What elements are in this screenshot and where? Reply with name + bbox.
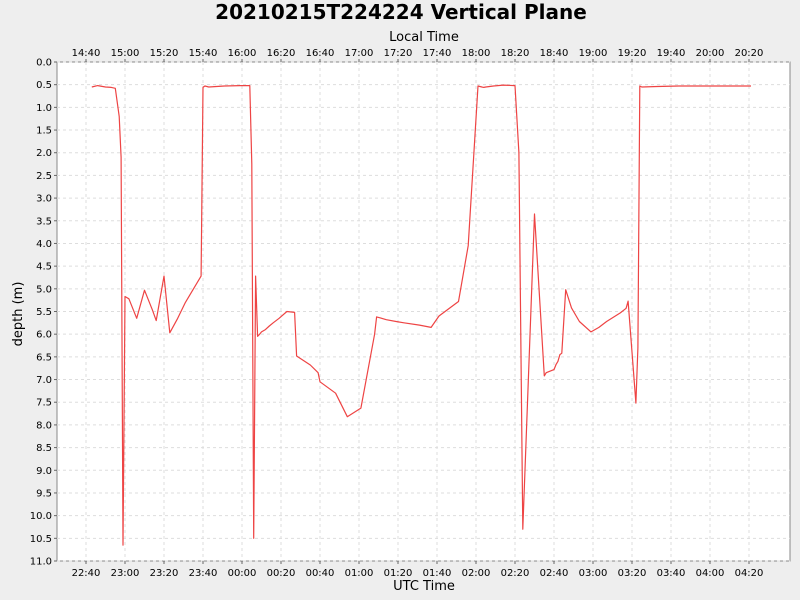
chart-title: 20210215T224224 Vertical Plane [215,0,587,24]
x2-tick-label: 15:20 [150,48,179,59]
x2-tick-label: 15:00 [111,48,140,59]
x2-tick-label: 14:40 [72,48,101,59]
y-tick-label: 11.0 [30,557,52,568]
x-tick-label: 03:20 [618,568,647,579]
x-axis-label: UTC Time [393,579,455,594]
x2-tick-label: 20:20 [735,48,764,59]
y-tick-label: 7.5 [36,398,52,409]
y-tick-label: 7.0 [36,375,52,386]
x2-tick-label: 16:20 [267,48,296,59]
x-tick-label: 00:40 [306,568,335,579]
x2-tick-label: 19:00 [579,48,608,59]
x2-tick-label: 19:40 [657,48,686,59]
x-tick-label: 04:00 [696,568,725,579]
x-tick-label: 01:40 [423,568,452,579]
y-tick-label: 6.0 [36,330,52,341]
y-tick-label: 9.0 [36,466,52,477]
x-tick-label: 01:20 [384,568,413,579]
gridlines [57,61,790,562]
x2-tick-label: 18:20 [501,48,530,59]
y-tick-label: 9.5 [36,488,52,499]
y-tick-label: 10.0 [30,511,52,522]
series-group [91,84,751,546]
y-tick-label: 8.5 [36,443,52,454]
x2-tick-label: 15:40 [189,48,218,59]
x-tick-label: 23:00 [111,568,140,579]
x2-tick-label: 19:20 [618,48,647,59]
y-tick-label: 4.5 [36,262,52,273]
y-tick-label: 3.0 [36,194,52,205]
y-axis-label: depth (m) [11,282,26,347]
axis-ticks: 22:40 23:00 23:20 23:40 00:00 00:20 00:40 01:00… [30,48,764,579]
x-tick-label: 00:20 [267,568,296,579]
x2-tick-label: 20:00 [696,48,725,59]
top-axis-label: Local Time [389,30,459,45]
x2-tick-label: 18:40 [540,48,569,59]
x-tick-label: 00:00 [228,568,257,579]
x-tick-label: 04:20 [735,568,764,579]
y-tick-label: 8.0 [36,420,52,431]
y-tick-label: 2.0 [36,148,52,159]
x-tick-label: 22:40 [72,568,101,579]
y-tick-label: 0.0 [36,58,52,69]
series-line-1 [91,84,751,546]
x2-tick-label: 17:20 [384,48,413,59]
x2-tick-label: 16:00 [228,48,257,59]
x2-tick-label: 17:00 [345,48,374,59]
y-tick-label: 10.5 [30,534,52,545]
x-tick-label: 03:40 [657,568,686,579]
y-tick-label: 3.5 [36,216,52,227]
y-tick-label: 4.0 [36,239,52,250]
x-tick-label: 03:00 [579,568,608,579]
x-tick-label: 23:20 [150,568,179,579]
y-tick-label: 2.5 [36,171,52,182]
x-tick-label: 02:00 [462,568,491,579]
x-tick-label: 01:00 [345,568,374,579]
x-tick-label: 23:40 [189,568,218,579]
y-tick-label: 0.5 [36,80,52,91]
x2-tick-label: 18:00 [462,48,491,59]
y-tick-label: 1.0 [36,103,52,114]
x2-tick-label: 16:40 [306,48,335,59]
y-tick-label: 1.5 [36,126,52,137]
y-tick-label: 5.0 [36,284,52,295]
x-tick-label: 02:20 [501,568,530,579]
y-tick-label: 5.5 [36,307,52,318]
x-tick-label: 02:40 [540,568,569,579]
y-tick-label: 6.5 [36,352,52,363]
x2-tick-label: 17:40 [423,48,452,59]
